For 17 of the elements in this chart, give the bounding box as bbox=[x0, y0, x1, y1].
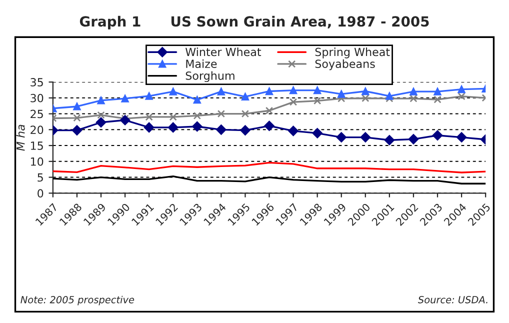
legend-label: Sorghum bbox=[186, 71, 234, 82]
y-tick-label: 0 bbox=[38, 189, 44, 198]
y-tick-label: 10 bbox=[30, 157, 44, 166]
y-tick-label: 15 bbox=[30, 142, 43, 150]
source-note: Source: USDA. bbox=[418, 296, 488, 304]
y-tick-label: 20 bbox=[30, 126, 44, 134]
text: Note: 2005 prospective bbox=[20, 296, 134, 306]
legend-label: Spring Wheat bbox=[315, 48, 390, 58]
legend-label: Winter Wheat bbox=[185, 48, 262, 56]
legend-label: Maize bbox=[186, 59, 217, 68]
chart-title: Graph 1 US Sown Grain Area, 1987 - 2005 bbox=[80, 16, 429, 30]
y-tick-label: 5 bbox=[38, 173, 43, 182]
y-tick-label: 35 bbox=[30, 78, 43, 86]
y-tick-label: 25 bbox=[30, 110, 43, 118]
y-axis-title: M ha bbox=[16, 124, 25, 151]
y-tick-label: 30 bbox=[30, 94, 44, 102]
legend-label: Soyabeans bbox=[315, 59, 375, 70]
